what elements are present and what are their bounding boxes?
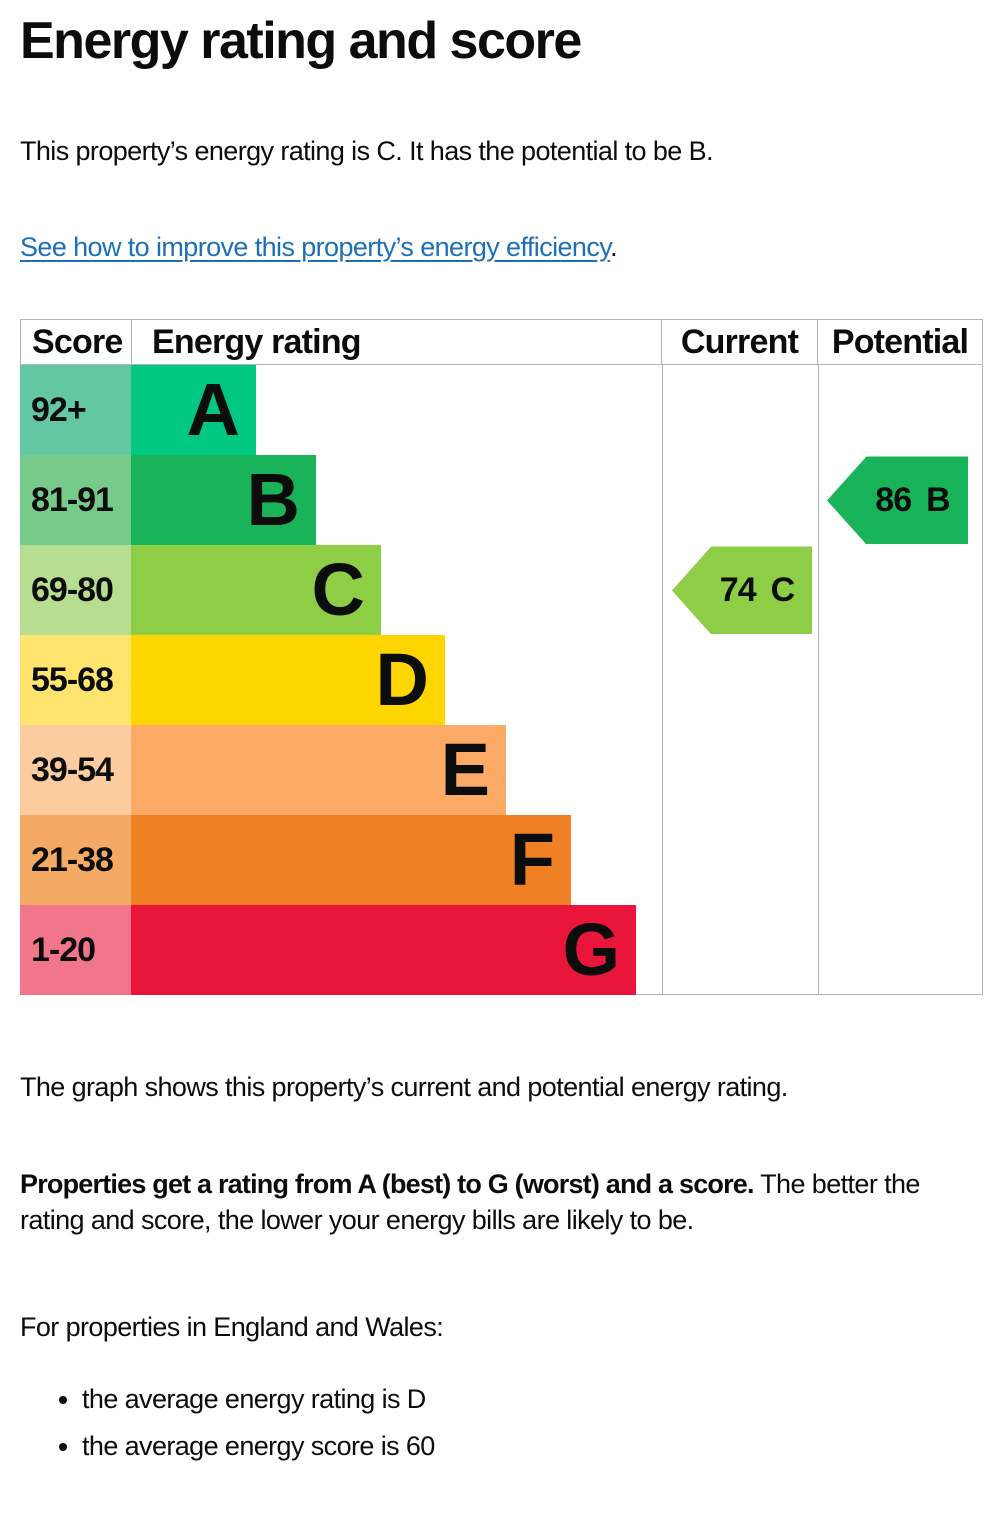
band-row-g: 1-20 G xyxy=(20,905,982,996)
band-row-e: 39-54 E xyxy=(20,725,982,816)
average-score-item: the average energy score is 60 xyxy=(82,1428,983,1464)
band-bar-c: C xyxy=(131,545,381,636)
band-bar-g: G xyxy=(131,905,636,996)
score-range-g: 1-20 xyxy=(20,905,131,996)
rating-explanation-bold: Properties get a rating from A (best) to… xyxy=(20,1168,755,1199)
potential-score-value: 86 xyxy=(875,480,912,519)
score-range-d: 55-68 xyxy=(20,635,131,726)
epc-chart-header: Score Energy rating Current Potential xyxy=(20,319,983,366)
regional-heading: For properties in England and Wales: xyxy=(20,1311,444,1342)
improve-efficiency-link[interactable]: See how to improve this property’s energ… xyxy=(20,232,611,263)
column-header-potential: Potential xyxy=(817,320,982,365)
link-suffix: . xyxy=(610,232,618,263)
rating-explanation-rest: The better the rating and score, the low… xyxy=(20,1168,920,1236)
potential-band-letter: B xyxy=(926,480,951,519)
column-header-current: Current xyxy=(661,320,817,365)
band-bar-a: A xyxy=(131,365,256,456)
column-header-score: Score xyxy=(21,320,132,365)
epc-page: Energy rating and score This property’s … xyxy=(0,14,1000,1514)
current-score-value: 74 xyxy=(719,570,757,609)
band-bar-b: B xyxy=(131,455,316,546)
graph-caption: The graph shows this property’s current … xyxy=(20,1072,788,1103)
improve-link-paragraph: See how to improve this property’s energ… xyxy=(20,229,978,265)
potential-column-divider xyxy=(818,365,819,995)
band-row-b: 81-91 B xyxy=(20,455,982,546)
current-band-letter: C xyxy=(770,570,796,609)
band-row-f: 21-38 F xyxy=(20,815,982,906)
page-title: Energy rating and score xyxy=(20,12,582,70)
band-bar-d: D xyxy=(131,635,445,726)
score-range-f: 21-38 xyxy=(20,815,131,906)
current-column-divider xyxy=(662,365,663,995)
band-row-d: 55-68 D xyxy=(20,635,982,726)
band-row-c: 69-80 C xyxy=(20,545,982,636)
score-range-c: 69-80 xyxy=(20,545,131,636)
epc-chart-body: 92+ A 81-91 B 69-80 C 55-68 D 39-54 E 21… xyxy=(20,365,983,996)
score-range-a: 92+ xyxy=(20,365,131,456)
score-range-b: 81-91 xyxy=(20,455,131,546)
epc-chart: Score Energy rating Current Potential 92… xyxy=(20,319,983,996)
rating-explanation: Properties get a rating from A (best) to… xyxy=(20,1166,978,1239)
band-bar-e: E xyxy=(131,725,506,816)
score-range-e: 39-54 xyxy=(20,725,131,816)
average-rating-item: the average energy rating is D xyxy=(82,1381,983,1417)
average-list: the average energy rating is D the avera… xyxy=(20,1381,983,1464)
column-header-energy-rating: Energy rating xyxy=(152,322,362,361)
rating-summary: This property’s energy rating is C. It h… xyxy=(20,135,713,166)
band-row-a: 92+ A xyxy=(20,365,982,456)
band-bar-f: F xyxy=(131,815,571,906)
